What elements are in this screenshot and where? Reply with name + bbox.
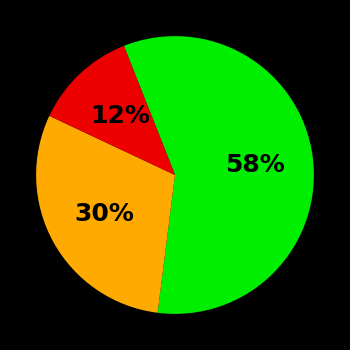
- Text: 30%: 30%: [75, 202, 134, 226]
- Text: 58%: 58%: [225, 153, 285, 177]
- Wedge shape: [124, 36, 314, 314]
- Wedge shape: [36, 116, 175, 313]
- Text: 12%: 12%: [90, 104, 150, 128]
- Wedge shape: [49, 46, 175, 175]
